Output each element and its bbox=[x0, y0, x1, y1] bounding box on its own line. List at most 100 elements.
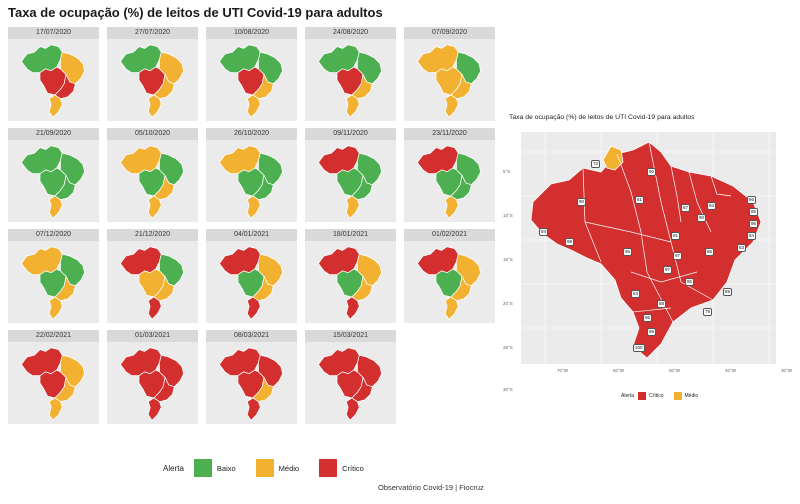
brazil-map bbox=[317, 44, 383, 118]
map-region bbox=[60, 253, 86, 287]
map-region bbox=[444, 195, 459, 219]
brazil-map bbox=[218, 145, 284, 219]
detail-map-panel: Taxa de ocupação (%) de leitos de UTI Co… bbox=[501, 110, 793, 410]
legend-label-critico: Crítico bbox=[342, 463, 364, 473]
map-region bbox=[357, 152, 383, 186]
legend-swatch-baixo bbox=[193, 459, 212, 477]
state-value-go: 97 bbox=[663, 266, 673, 274]
map-region bbox=[153, 275, 175, 302]
legend-swatch-critico bbox=[319, 459, 338, 477]
state-value-ba: 86 bbox=[705, 248, 715, 256]
brazil-map bbox=[119, 145, 185, 219]
map-region bbox=[252, 376, 274, 403]
state-value-rs: 100 bbox=[633, 344, 645, 352]
state-value-pb: 85 bbox=[749, 208, 759, 216]
panel-date-label: 21/09/2020 bbox=[8, 128, 99, 140]
map-region bbox=[246, 397, 261, 421]
map-region bbox=[456, 51, 482, 85]
map-region bbox=[456, 253, 482, 287]
map-region bbox=[357, 51, 383, 85]
panel-date-label: 17/07/2020 bbox=[8, 27, 99, 39]
panel-date-label: 07/12/2020 bbox=[8, 229, 99, 241]
map-region bbox=[444, 94, 459, 118]
brazil-map bbox=[416, 44, 482, 118]
state-value-ap: 90 bbox=[647, 168, 657, 176]
map-panel: 15/03/2021 bbox=[305, 330, 396, 424]
state-value-am: 90 bbox=[577, 198, 587, 206]
brazil-map bbox=[20, 347, 86, 421]
map-panel: 21/12/2020 bbox=[107, 229, 198, 323]
map-panel: 08/03/2021 bbox=[206, 330, 297, 424]
detail-legend-swatch-medio bbox=[673, 392, 682, 400]
x-tick-label: 30°W bbox=[781, 368, 793, 373]
map-region bbox=[351, 174, 373, 201]
map-region bbox=[54, 275, 76, 302]
map-region bbox=[444, 296, 459, 320]
detail-legend-item-critico: Crítico bbox=[638, 392, 664, 400]
brazil-map bbox=[317, 347, 383, 421]
brazil-map bbox=[119, 44, 185, 118]
x-tick-label: 50°W bbox=[669, 368, 681, 373]
legend-item-critico: Crítico bbox=[319, 459, 364, 477]
map-panel: 07/12/2020 bbox=[8, 229, 99, 323]
map-region bbox=[48, 296, 63, 320]
state-value-se: 83 bbox=[737, 244, 747, 252]
state-value-mt: 95 bbox=[623, 248, 633, 256]
panel-date-label: 01/03/2021 bbox=[107, 330, 198, 342]
panel-date-label: 01/02/2021 bbox=[404, 229, 495, 241]
legend-label-medio: Médio bbox=[278, 463, 300, 473]
y-tick-label: 10°S bbox=[503, 213, 513, 218]
map-panel: 18/01/2021 bbox=[305, 229, 396, 323]
panel-date-label: 27/07/2020 bbox=[107, 27, 198, 39]
detail-legend-label-medio: Médio bbox=[684, 393, 699, 399]
brazil-map bbox=[218, 246, 284, 320]
state-value-sc: 99 bbox=[647, 328, 657, 336]
state-value-ac: 94 bbox=[539, 228, 549, 236]
y-tick-label: 5°S bbox=[503, 169, 511, 174]
map-region bbox=[246, 195, 261, 219]
detail-legend-item-medio: Médio bbox=[673, 392, 699, 400]
map-region bbox=[159, 253, 185, 287]
state-value-ms: 93 bbox=[631, 290, 641, 298]
state-rr bbox=[602, 145, 624, 171]
state-value-pa: 81 bbox=[635, 196, 645, 204]
detail-brazil-map bbox=[521, 132, 776, 364]
legend-title: Alerta bbox=[163, 463, 184, 473]
map-panel: 17/07/2020 bbox=[8, 27, 99, 121]
map-region bbox=[147, 94, 162, 118]
state-value-pi: 90 bbox=[697, 214, 707, 222]
map-region bbox=[60, 152, 86, 186]
map-region bbox=[48, 397, 63, 421]
brazil-map bbox=[416, 246, 482, 320]
map-region bbox=[147, 195, 162, 219]
map-region bbox=[456, 152, 482, 186]
map-region bbox=[153, 73, 175, 100]
map-region bbox=[345, 296, 360, 320]
map-region bbox=[60, 51, 86, 85]
brazil-map bbox=[20, 145, 86, 219]
panel-date-label: 26/10/2020 bbox=[206, 128, 297, 140]
panel-date-label: 24/08/2020 bbox=[305, 27, 396, 39]
map-region bbox=[345, 195, 360, 219]
detail-legend-swatch-critico bbox=[638, 392, 647, 400]
map-region bbox=[147, 397, 162, 421]
brazil-map bbox=[119, 246, 185, 320]
state-value-rj: 79 bbox=[703, 308, 713, 316]
map-region bbox=[258, 152, 284, 186]
y-tick-label: 30°S bbox=[503, 387, 513, 392]
state-value-rr: 72 bbox=[591, 160, 601, 168]
map-region bbox=[345, 94, 360, 118]
brazil-map bbox=[20, 44, 86, 118]
map-region bbox=[159, 354, 185, 388]
brazil-map bbox=[317, 246, 383, 320]
brazil-country-shape bbox=[530, 141, 762, 359]
brazil-map bbox=[218, 347, 284, 421]
map-panel: 01/03/2021 bbox=[107, 330, 198, 424]
panel-date-label: 18/01/2021 bbox=[305, 229, 396, 241]
map-region bbox=[357, 354, 383, 388]
brazil-map bbox=[20, 246, 86, 320]
map-region bbox=[450, 73, 472, 100]
state-value-pr: 96 bbox=[643, 314, 653, 322]
map-panel: 21/09/2020 bbox=[8, 128, 99, 222]
map-region bbox=[147, 296, 162, 320]
